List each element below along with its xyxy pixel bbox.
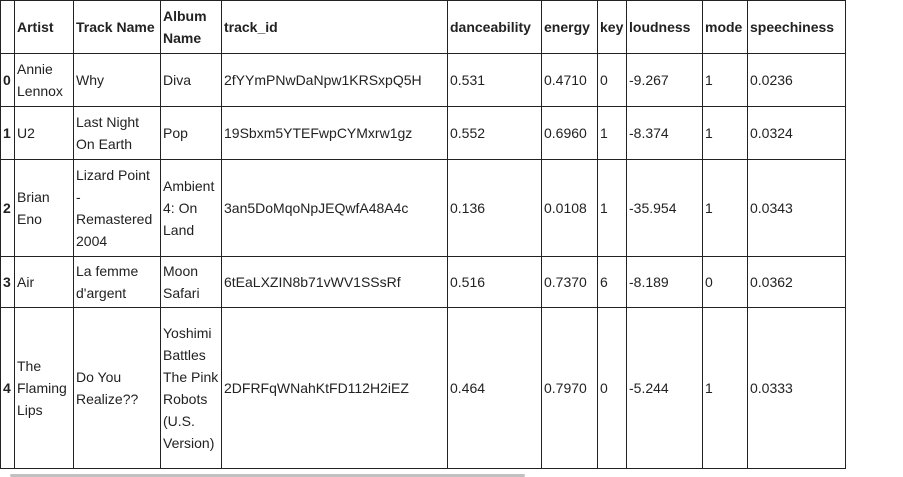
album-name-cell: Yoshimi Battles The Pink Robots (U.S. Ve… bbox=[160, 307, 222, 469]
row-index: 4 bbox=[0, 307, 15, 469]
danceability-cell: 0.531 bbox=[447, 53, 542, 107]
column-header-track-id: track_id bbox=[221, 0, 448, 54]
artist-cell: Air bbox=[14, 256, 74, 308]
mode-cell: 1 bbox=[702, 159, 748, 257]
speechiness-cell: 0.0236 bbox=[747, 53, 846, 107]
mode-cell: 1 bbox=[702, 106, 748, 160]
key-cell: 6 bbox=[597, 256, 627, 308]
artist-cell: U2 bbox=[14, 106, 74, 160]
artist-cell: The Flaming Lips bbox=[14, 307, 74, 469]
key-cell: 1 bbox=[597, 106, 627, 160]
track-name-cell: La femme d'argent bbox=[73, 256, 161, 308]
mode-cell: 1 bbox=[702, 53, 748, 107]
row-index: 2 bbox=[0, 159, 15, 257]
horizontal-scrollbar[interactable] bbox=[10, 474, 525, 477]
mode-cell: 1 bbox=[702, 307, 748, 469]
energy-cell: 0.6960 bbox=[541, 106, 598, 160]
column-header-index bbox=[0, 0, 15, 54]
album-name-cell: Moon Safari bbox=[160, 256, 222, 308]
column-header-speechiness: speechiness bbox=[747, 0, 846, 54]
mode-cell: 0 bbox=[702, 256, 748, 308]
artist-cell: Annie Lennox bbox=[14, 53, 74, 107]
column-header-album-name: Album Name bbox=[160, 0, 222, 54]
loudness-cell: -35.954 bbox=[626, 159, 703, 257]
table-row: 2 Brian Eno Lizard Point - Remastered 20… bbox=[0, 159, 846, 257]
artist-cell: Brian Eno bbox=[14, 159, 74, 257]
key-cell: 1 bbox=[597, 159, 627, 257]
energy-cell: 0.0108 bbox=[541, 159, 598, 257]
row-index: 1 bbox=[0, 106, 15, 160]
album-name-cell: Diva bbox=[160, 53, 222, 107]
track-name-cell: Lizard Point - Remastered 2004 bbox=[73, 159, 161, 257]
key-cell: 0 bbox=[597, 307, 627, 469]
track-id-cell: 2fYYmPNwDaNpw1KRSxpQ5H bbox=[221, 53, 448, 107]
track-name-cell: Why bbox=[73, 53, 161, 107]
danceability-cell: 0.516 bbox=[447, 256, 542, 308]
track-id-cell: 2DFRFqWNahKtFD112H2iEZ bbox=[221, 307, 448, 469]
dataframe-table: Artist Track Name Album Name track_id da… bbox=[0, 0, 846, 469]
danceability-cell: 0.552 bbox=[447, 106, 542, 160]
danceability-cell: 0.136 bbox=[447, 159, 542, 257]
column-header-danceability: danceability bbox=[447, 0, 542, 54]
loudness-cell: -5.244 bbox=[626, 307, 703, 469]
table-row: 1 U2 Last Night On Earth Pop 19Sbxm5YTEF… bbox=[0, 106, 846, 160]
column-header-energy: energy bbox=[541, 0, 598, 54]
column-header-track-name: Track Name bbox=[73, 0, 161, 54]
track-name-cell: Last Night On Earth bbox=[73, 106, 161, 160]
key-cell: 0 bbox=[597, 53, 627, 107]
row-index: 0 bbox=[0, 53, 15, 107]
track-id-cell: 6tEaLXZIN8b71vWV1SSsRf bbox=[221, 256, 448, 308]
album-name-cell: Pop bbox=[160, 106, 222, 160]
speechiness-cell: 0.0362 bbox=[747, 256, 846, 308]
danceability-cell: 0.464 bbox=[447, 307, 542, 469]
column-header-key: key bbox=[597, 0, 627, 54]
column-header-loudness: loudness bbox=[626, 0, 703, 54]
table-row: 3 Air La femme d'argent Moon Safari 6tEa… bbox=[0, 256, 846, 308]
speechiness-cell: 0.0343 bbox=[747, 159, 846, 257]
energy-cell: 0.4710 bbox=[541, 53, 598, 107]
loudness-cell: -8.189 bbox=[626, 256, 703, 308]
energy-cell: 0.7970 bbox=[541, 307, 598, 469]
loudness-cell: -8.374 bbox=[626, 106, 703, 160]
speechiness-cell: 0.0333 bbox=[747, 307, 846, 469]
track-name-cell: Do You Realize?? bbox=[73, 307, 161, 469]
header-row: Artist Track Name Album Name track_id da… bbox=[0, 0, 846, 54]
column-header-artist: Artist bbox=[14, 0, 74, 54]
table-row: 4 The Flaming Lips Do You Realize?? Yosh… bbox=[0, 307, 846, 469]
track-id-cell: 19Sbxm5YTEFwpCYMxrw1gz bbox=[221, 106, 448, 160]
album-name-cell: Ambient 4: On Land bbox=[160, 159, 222, 257]
track-id-cell: 3an5DoMqoNpJEQwfA48A4c bbox=[221, 159, 448, 257]
energy-cell: 0.7370 bbox=[541, 256, 598, 308]
speechiness-cell: 0.0324 bbox=[747, 106, 846, 160]
column-header-mode: mode bbox=[702, 0, 748, 54]
loudness-cell: -9.267 bbox=[626, 53, 703, 107]
table-row: 0 Annie Lennox Why Diva 2fYYmPNwDaNpw1KR… bbox=[0, 53, 846, 107]
row-index: 3 bbox=[0, 256, 15, 308]
